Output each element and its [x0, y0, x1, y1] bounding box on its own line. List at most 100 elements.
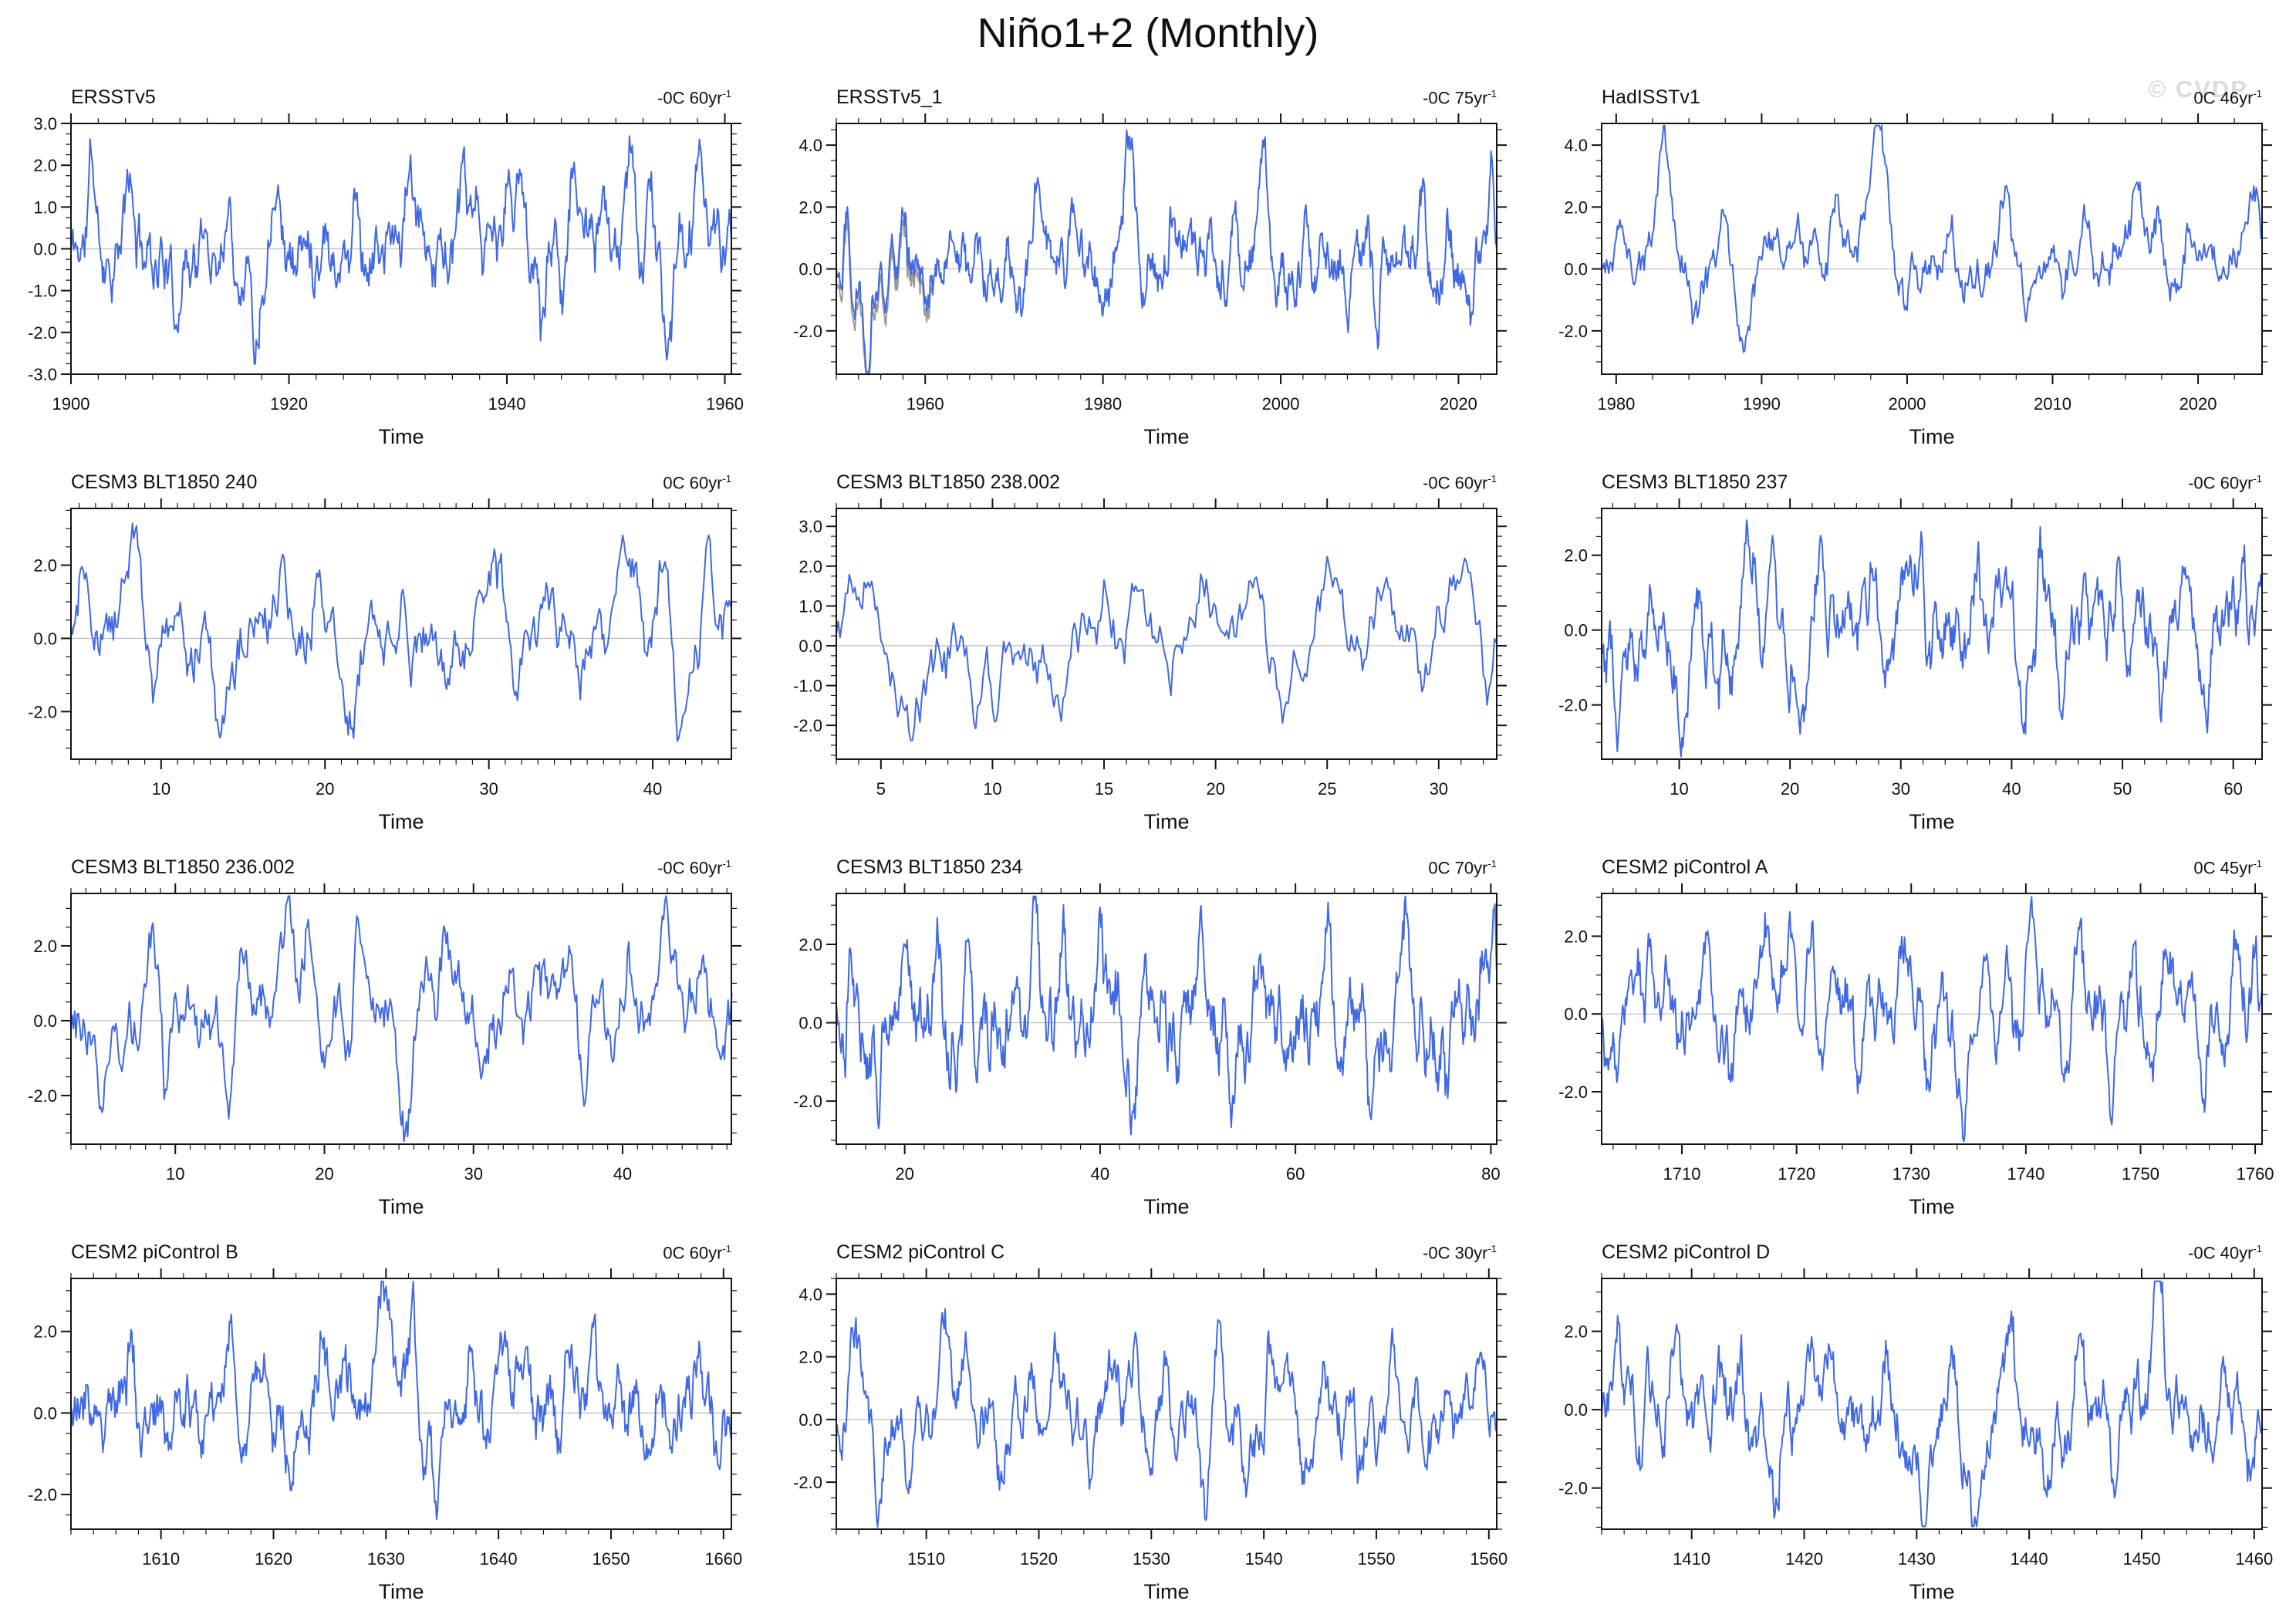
x-tick-label: 1940	[488, 394, 526, 414]
x-tick-label: 20	[1781, 779, 1799, 799]
x-tick-label: 1460	[2235, 1549, 2273, 1569]
chart-panel-ersstv5-1: ERSSTv5_1 -0C 75yr-1 1960 1980 2000 2020 4.0…	[765, 74, 1531, 459]
y-tick-label: 4.0	[799, 136, 822, 155]
plot-frame	[70, 1278, 732, 1530]
series-line	[836, 129, 1498, 373]
y-tick-label: 0.0	[33, 1403, 57, 1423]
timeseries-plot-cesm2-picontrol-d: 1410 1420 1430 1440 1450 1460 2.0 0.0 -2.0 Time	[1558, 1268, 2273, 1603]
x-tick-label: 50	[2113, 779, 2132, 799]
x-tick-label: 1960	[907, 394, 944, 414]
y-tick-label: -2.0	[1558, 1479, 1588, 1498]
chart-panel-hadisstv1: HadISSTv1 0C 46yr-1 1980 1990 2000 2010 2020…	[1531, 74, 2296, 459]
timeseries-plot-cesm3-blt1850-236-002: 10 20 30 40 2.0 0.0 -2.0 Time	[28, 883, 741, 1218]
x-tick-label: 1980	[1597, 394, 1635, 414]
chart-panel-cesm3-blt1850-237: CESM3 BLT1850 237 -0C 60yr-1 10 20 30 40 50 6…	[1531, 459, 2296, 844]
series-line	[1601, 896, 2263, 1143]
panel-annotation: -0C 30yr-1	[1423, 1243, 1497, 1263]
panel-annotation-value: 0C 60yr	[663, 473, 723, 492]
panel-header: ERSSTv5_1 -0C 75yr-1	[765, 74, 1531, 111]
y-tick-label: -1.0	[28, 282, 57, 301]
panel-annotation-value: -0C 60yr	[657, 88, 723, 107]
y-tick-label: 2.0	[33, 937, 57, 956]
panel-header: CESM3 BLT1850 234 0C 70yr-1	[765, 844, 1531, 881]
x-tick-label: 1450	[2122, 1549, 2160, 1569]
series-line	[1601, 519, 2263, 758]
panel-annotation-value: 0C 46yr	[2193, 88, 2254, 107]
y-tick-label: -1.0	[793, 677, 822, 696]
panel-title: CESM3 BLT1850 238.002	[836, 471, 1061, 493]
x-tick-label: 1520	[1020, 1549, 1058, 1569]
x-tick-label: 1510	[907, 1549, 945, 1569]
y-tick-label: -2.0	[28, 702, 57, 721]
y-tick-label: 2.0	[1564, 927, 1588, 946]
panel-title: CESM3 BLT1850 234	[836, 856, 1023, 878]
y-tick-label: 0.0	[33, 1011, 57, 1031]
plot-frame	[836, 1278, 1497, 1530]
x-tick-label: 1900	[52, 394, 90, 414]
panel-annotation-exponent: -1	[1487, 857, 1497, 870]
y-tick-label: -2.0	[793, 1092, 822, 1111]
x-axis-title: Time	[1144, 810, 1190, 833]
panel-annotation-exponent: -1	[1487, 87, 1497, 100]
x-tick-label: 1990	[1743, 394, 1781, 414]
x-tick-label: 1710	[1663, 1164, 1701, 1184]
plot-frame	[1601, 893, 2263, 1145]
page-title: Niño1+2 (Monthly)	[977, 10, 1319, 56]
x-tick-label: 2010	[2034, 394, 2071, 414]
y-tick-label: 4.0	[799, 1285, 822, 1304]
x-axis-title: Time	[379, 1195, 424, 1218]
y-tick-label: 0.0	[799, 1410, 822, 1430]
x-tick-label: 30	[479, 779, 498, 799]
series-line	[836, 895, 1497, 1136]
y-tick-label: 0.0	[33, 240, 57, 259]
x-tick-label: 60	[1286, 1164, 1305, 1184]
panel-annotation-exponent: -1	[2253, 472, 2262, 485]
x-tick-label: 1760	[2237, 1164, 2274, 1184]
panel-header: HadISSTv1 0C 46yr-1	[1531, 74, 2296, 111]
y-tick-label: 1.0	[33, 198, 57, 217]
y-tick-label: 3.0	[33, 114, 57, 133]
timeseries-plot-cesm3-blt1850-238-002: 5 10 15 20 25 30 3.0 2.0 1.0 0.0 -1.0 -2.0 Time	[793, 498, 1507, 833]
y-tick-label: -2.0	[1558, 322, 1588, 341]
series-line	[836, 1308, 1497, 1528]
x-tick-label: 15	[1095, 779, 1113, 799]
x-tick-label: 20	[1206, 779, 1224, 799]
panel-annotation-value: -0C 40yr	[2188, 1243, 2254, 1262]
panel-title: ERSSTv5_1	[836, 86, 943, 108]
x-tick-label: 20	[895, 1164, 913, 1184]
panel-title: CESM3 BLT1850 237	[1602, 471, 1788, 493]
panel-annotation: -0C 75yr-1	[1423, 88, 1497, 108]
panel-annotation-exponent: -1	[2253, 87, 2262, 100]
timeseries-plot-cesm2-picontrol-a: 1710 1720 1730 1740 1750 1760 2.0 0.0 -2.0 Time	[1558, 883, 2274, 1218]
x-tick-label: 1430	[1898, 1549, 1936, 1569]
panel-annotation-exponent: -1	[722, 857, 731, 870]
chart-panel-cesm2-picontrol-b: CESM2 piControl B 0C 60yr-1 1610 1620 1630…	[0, 1229, 765, 1614]
x-tick-label: 1410	[1673, 1549, 1710, 1569]
panel-header: CESM3 BLT1850 237 -0C 60yr-1	[1531, 459, 2296, 496]
y-tick-label: -2.0	[1558, 696, 1588, 715]
panel-annotation: 0C 60yr-1	[663, 1243, 731, 1263]
y-tick-label: 2.0	[1564, 546, 1588, 566]
panel-title: CESM2 piControl B	[71, 1241, 238, 1263]
x-tick-label: 2020	[2180, 394, 2217, 414]
series-line	[70, 895, 733, 1143]
panel-annotation-value: -0C 60yr	[657, 858, 723, 877]
panel-annotation-exponent: -1	[722, 472, 731, 485]
timeseries-plot-cesm2-picontrol-b: 1610 1620 1630 1640 1650 1660 2.0 0.0 -2.0 Time	[28, 1268, 742, 1603]
panel-header: CESM3 BLT1850 236.002 -0C 60yr-1	[0, 844, 765, 881]
timeseries-plot-hadisstv1: 1980 1990 2000 2010 2020 4.0 2.0 0.0 -2.0 Time	[1558, 113, 2272, 448]
y-tick-label: -2.0	[793, 1473, 822, 1492]
panel-annotation-value: -0C 30yr	[1423, 1243, 1488, 1262]
y-tick-label: 0.0	[799, 1014, 822, 1033]
x-tick-label: 1650	[592, 1549, 630, 1569]
x-tick-label: 30	[1430, 779, 1448, 799]
panel-header: CESM3 BLT1850 238.002 -0C 60yr-1	[765, 459, 1531, 496]
x-tick-label: 1530	[1133, 1549, 1170, 1569]
y-tick-label: -2.0	[1558, 1082, 1588, 1102]
y-tick-label: -2.0	[793, 716, 822, 735]
panel-annotation-value: -0C 60yr	[2188, 473, 2254, 492]
x-tick-label: 1730	[1893, 1164, 1930, 1184]
x-axis-title: Time	[379, 810, 424, 833]
panel-header: CESM2 piControl D -0C 40yr-1	[1531, 1229, 2296, 1266]
x-tick-label: 1720	[1778, 1164, 1815, 1184]
